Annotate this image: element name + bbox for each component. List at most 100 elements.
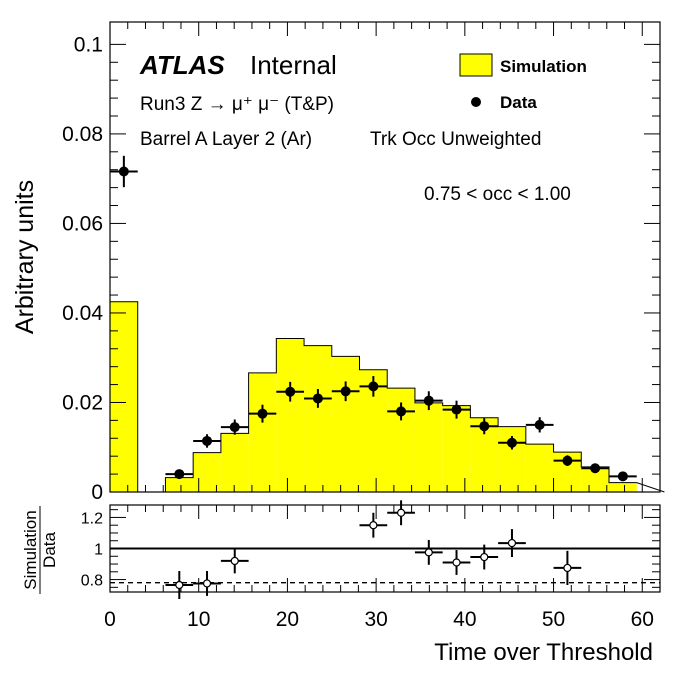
data-point: [608, 471, 637, 482]
simulation-bar: [414, 402, 443, 492]
ratio-marker: [175, 580, 184, 590]
data-point: [331, 381, 360, 402]
ratio-marker: [396, 508, 406, 517]
ratio-y-tick-label: 1.2: [81, 510, 103, 527]
data-point: [248, 404, 277, 423]
data-marker: [479, 421, 490, 432]
main-y-tick-label: 0.04: [62, 302, 103, 325]
data-marker: [368, 381, 379, 392]
data-point: [525, 417, 554, 433]
main-y-tick-label: 0.02: [62, 391, 103, 414]
data-marker: [396, 406, 407, 417]
data-marker: [312, 393, 323, 404]
ratio-frame: [109, 504, 661, 593]
ratio-marker: [230, 556, 239, 566]
internal-label: Internal: [250, 50, 337, 80]
ratio-marker: [369, 521, 378, 530]
data-marker: [506, 437, 517, 448]
ratio-point: [442, 550, 471, 575]
legend-simulation-swatch: [459, 53, 493, 77]
data-marker: [534, 419, 545, 430]
main-panel: 0 0.02 0.04 0.06 0.08 0.1 Arbitrary units ATL…: [11, 21, 665, 504]
main-y-tick-labels: 0 0.02 0.04 0.06 0.08 0.1: [62, 33, 103, 504]
ratio-marker: [480, 552, 489, 562]
simulation-bar: [304, 345, 332, 492]
ratio-marker: [563, 563, 572, 573]
x-tick-label: 30: [364, 608, 387, 631]
ratio-point: [359, 512, 388, 538]
ratio-marker: [452, 558, 461, 567]
ratio-y-axis-title: Simulation Data: [21, 506, 59, 594]
atlas-label: ATLAS: [139, 50, 225, 80]
data-marker: [562, 455, 573, 466]
data-point: [553, 455, 582, 467]
data-points: [110, 155, 637, 482]
ratio-point: [553, 550, 582, 586]
data-marker: [118, 166, 129, 177]
simulation-bar: [608, 482, 637, 492]
simulation-bar: [110, 301, 138, 492]
occupancy-range-label: 0.75 < occ < 1.00: [424, 184, 571, 205]
data-point: [387, 402, 415, 421]
data-marker: [423, 395, 434, 406]
x-tick-label: 60: [631, 608, 654, 631]
data-point: [276, 381, 305, 402]
weighting-label: Trk Occ Unweighted: [370, 129, 541, 150]
data-point: [165, 469, 194, 480]
data-point: [193, 434, 221, 448]
data-point: [414, 391, 443, 411]
ratio-point: [470, 544, 499, 570]
x-tick-label: 20: [276, 608, 299, 631]
data-point: [498, 436, 526, 450]
x-axis-title: Time over Threshold: [434, 639, 653, 666]
data-marker: [590, 463, 601, 474]
data-marker: [229, 422, 240, 433]
ratio-y-tick-labels: 0.8 1 1.2: [81, 510, 103, 589]
ratio-point: [220, 548, 249, 574]
simulation-outline: [109, 301, 665, 493]
ratio-marker: [202, 579, 212, 588]
data-point: [442, 400, 471, 419]
simulation-bar: [525, 444, 554, 492]
x-tick-label: 50: [542, 608, 565, 631]
main-y-tick-label: 0.08: [62, 123, 103, 146]
simulation-bar: [248, 372, 277, 492]
ratio-y-tick-label: 1: [94, 542, 103, 559]
data-marker: [174, 469, 185, 480]
data-point: [359, 376, 388, 397]
legend-data-label: Data: [500, 93, 537, 112]
x-tick-label: 40: [453, 608, 476, 631]
simulation-bar: [276, 338, 305, 492]
data-marker: [285, 386, 296, 397]
main-y-tick-label: 0.1: [74, 33, 103, 56]
ratio-points: [165, 500, 582, 599]
ratio-numerator-label: Simulation: [21, 510, 40, 589]
data-marker: [617, 471, 628, 482]
process-label: Run3 Z → μ⁺ μ⁻ (T&P): [140, 94, 334, 115]
simulation-bar: [220, 433, 249, 492]
region-label: Barrel A Layer 2 (Ar): [140, 129, 312, 150]
x-tick-labels: 0 10 20 30 40 50 60: [104, 608, 654, 631]
data-marker: [451, 404, 462, 415]
ratio-y-tick-label: 0.8: [81, 573, 103, 590]
data-marker: [202, 435, 213, 446]
ratio-panel: 0.8 1 1.2 0 10 20 30 40 50 60 Simulation Data Ti…: [21, 500, 661, 666]
simulation-bar: [442, 405, 471, 492]
ratio-point: [498, 529, 526, 558]
data-point: [581, 463, 609, 474]
data-point: [220, 419, 249, 435]
legend: Simulation Data: [459, 53, 587, 112]
main-y-tick-label: 0: [91, 481, 103, 504]
data-marker: [340, 386, 351, 397]
main-y-axis-title: Arbitrary units: [11, 180, 39, 334]
ratio-marker: [507, 538, 517, 548]
data-point: [110, 155, 138, 188]
simulation-bar: [165, 477, 194, 492]
x-tick-label: 0: [104, 608, 116, 631]
main-y-tick-label: 0.06: [62, 212, 103, 235]
ratio-point: [414, 539, 443, 565]
ratio-denominator-label: Data: [40, 532, 59, 568]
